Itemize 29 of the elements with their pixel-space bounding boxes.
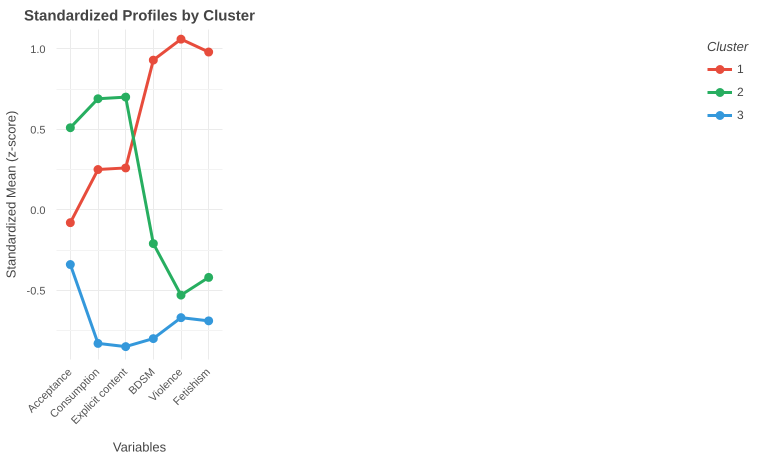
point [148,239,158,248]
point [121,92,130,102]
point [94,94,102,104]
y-axis-title: Standardized Mean (z-score) [4,110,19,278]
point [66,123,75,132]
y-tick-label: 0.5 [30,124,46,136]
y-tick-label: 0.0 [30,204,46,217]
x-axis-title: Variables [112,439,167,454]
point [148,334,158,344]
legend-label: 3 [737,108,745,122]
point [94,338,102,348]
legend-label: 1 [737,62,745,76]
point [176,313,186,322]
point [204,316,214,326]
y-tick-label: 1.0 [30,44,46,56]
point [204,272,214,282]
point [66,218,75,228]
point [121,342,130,352]
legend-title: Cluster [707,39,750,54]
chart-title: Standardized Profiles by Cluster [24,8,256,24]
point [176,290,186,300]
legend-label: 2 [737,85,745,99]
point [176,34,186,44]
point [148,56,158,65]
point [204,48,214,57]
y-tick-label: -0.5 [26,285,46,298]
point [66,260,75,270]
point [94,165,102,174]
point [121,163,130,172]
